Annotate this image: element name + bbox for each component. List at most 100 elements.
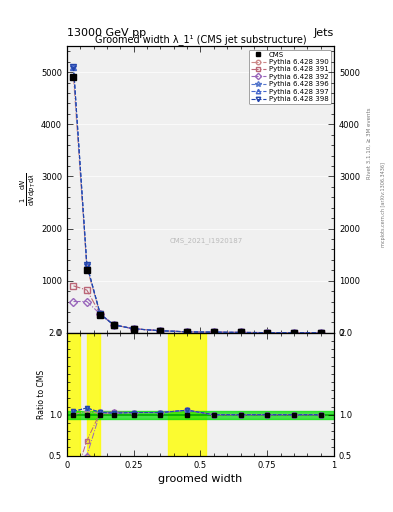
Pythia 6.428 396 (131, 326, 136, 332)
Text: CMS_2021_I1920187: CMS_2021_I1920187 (169, 238, 242, 244)
Pythia 6.428 396 (292, 330, 296, 336)
Pythia 6.428 397 (84, 262, 89, 268)
CMS (265, 330, 270, 336)
Pythia 6.428 390 (185, 329, 189, 335)
Pythia 6.428 397 (71, 64, 76, 70)
Pythia 6.428 396 (318, 330, 323, 336)
Pythia 6.428 396 (211, 329, 216, 335)
Pythia 6.428 396 (185, 329, 189, 335)
Pythia 6.428 396 (71, 64, 76, 70)
Pythia 6.428 391 (211, 329, 216, 335)
Bar (87, 333, 100, 456)
Pythia 6.428 391 (98, 311, 103, 317)
Pythia 6.428 390 (318, 330, 323, 336)
Y-axis label: $\frac{1}{\mathrm{d}N}\frac{\mathrm{d}N}{\mathrm{d}p_T\,\mathrm{d}\lambda}$: $\frac{1}{\mathrm{d}N}\frac{\mathrm{d}N}… (19, 173, 38, 206)
Pythia 6.428 392 (292, 330, 296, 336)
Pythia 6.428 398 (318, 330, 323, 336)
Pythia 6.428 396 (111, 322, 116, 328)
CMS (84, 267, 89, 273)
Line: Pythia 6.428 396: Pythia 6.428 396 (70, 63, 324, 336)
Pythia 6.428 391 (84, 287, 89, 293)
Pythia 6.428 390 (158, 328, 163, 334)
Pythia 6.428 390 (238, 329, 243, 335)
Pythia 6.428 390 (292, 330, 296, 336)
Pythia 6.428 392 (265, 330, 270, 336)
Pythia 6.428 397 (318, 330, 323, 336)
Pythia 6.428 397 (131, 326, 136, 332)
Y-axis label: Ratio to CMS: Ratio to CMS (37, 370, 46, 419)
Text: 13000 GeV pp: 13000 GeV pp (67, 28, 146, 38)
Pythia 6.428 398 (111, 322, 116, 328)
CMS (185, 329, 189, 335)
Pythia 6.428 398 (158, 328, 163, 334)
Pythia 6.428 398 (265, 330, 270, 336)
CMS (211, 329, 216, 335)
Pythia 6.428 391 (292, 330, 296, 336)
Pythia 6.428 397 (158, 328, 163, 334)
Pythia 6.428 390 (71, 74, 76, 80)
Pythia 6.428 396 (238, 329, 243, 335)
Pythia 6.428 392 (98, 311, 103, 317)
Pythia 6.428 398 (71, 64, 76, 70)
Line: Pythia 6.428 391: Pythia 6.428 391 (71, 283, 323, 335)
Pythia 6.428 392 (111, 322, 116, 328)
Pythia 6.428 398 (292, 330, 296, 336)
Line: CMS: CMS (71, 75, 323, 335)
CMS (111, 322, 116, 328)
Pythia 6.428 398 (98, 311, 103, 317)
Pythia 6.428 392 (211, 329, 216, 335)
Pythia 6.428 398 (131, 326, 136, 332)
Pythia 6.428 390 (131, 326, 136, 332)
X-axis label: groomed width: groomed width (158, 474, 242, 484)
Pythia 6.428 392 (71, 298, 76, 305)
Line: Pythia 6.428 392: Pythia 6.428 392 (71, 298, 323, 335)
CMS (238, 329, 243, 335)
Title: Groomed width λ_1¹ (CMS jet substructure): Groomed width λ_1¹ (CMS jet substructure… (95, 34, 306, 45)
CMS (98, 311, 103, 317)
Pythia 6.428 392 (158, 328, 163, 334)
Pythia 6.428 390 (111, 322, 116, 328)
CMS (292, 330, 296, 336)
Pythia 6.428 398 (84, 262, 89, 268)
Line: Pythia 6.428 398: Pythia 6.428 398 (71, 64, 323, 335)
Pythia 6.428 392 (238, 329, 243, 335)
Legend: CMS, Pythia 6.428 390, Pythia 6.428 391, Pythia 6.428 392, Pythia 6.428 396, Pyt: CMS, Pythia 6.428 390, Pythia 6.428 391,… (249, 50, 331, 104)
Pythia 6.428 390 (84, 265, 89, 271)
Pythia 6.428 391 (111, 322, 116, 328)
Pythia 6.428 392 (185, 329, 189, 335)
Pythia 6.428 391 (131, 326, 136, 332)
Pythia 6.428 392 (318, 330, 323, 336)
Pythia 6.428 396 (98, 311, 103, 317)
Bar (67, 333, 80, 456)
Pythia 6.428 397 (238, 329, 243, 335)
Bar (168, 333, 206, 456)
Pythia 6.428 396 (158, 328, 163, 334)
Text: mcplots.cern.ch [arXiv:1306.3436]: mcplots.cern.ch [arXiv:1306.3436] (381, 162, 386, 247)
Pythia 6.428 397 (98, 311, 103, 317)
Bar (67, 411, 334, 419)
Pythia 6.428 397 (185, 329, 189, 335)
Pythia 6.428 391 (318, 330, 323, 336)
Pythia 6.428 390 (98, 311, 103, 317)
Line: Pythia 6.428 390: Pythia 6.428 390 (71, 75, 323, 335)
Pythia 6.428 390 (211, 329, 216, 335)
Text: Rivet 3.1.10, ≥ 3M events: Rivet 3.1.10, ≥ 3M events (367, 108, 372, 179)
Pythia 6.428 398 (238, 329, 243, 335)
Pythia 6.428 396 (84, 262, 89, 268)
CMS (158, 328, 163, 334)
Pythia 6.428 391 (265, 330, 270, 336)
Pythia 6.428 391 (71, 283, 76, 289)
Text: Jets: Jets (314, 28, 334, 38)
Pythia 6.428 391 (185, 329, 189, 335)
Pythia 6.428 398 (211, 329, 216, 335)
CMS (318, 330, 323, 336)
Pythia 6.428 397 (265, 330, 270, 336)
Pythia 6.428 390 (265, 330, 270, 336)
CMS (71, 74, 76, 80)
Pythia 6.428 397 (111, 322, 116, 328)
Pythia 6.428 391 (238, 329, 243, 335)
Line: Pythia 6.428 397: Pythia 6.428 397 (71, 64, 323, 335)
Pythia 6.428 397 (211, 329, 216, 335)
Pythia 6.428 391 (158, 328, 163, 334)
Pythia 6.428 397 (292, 330, 296, 336)
